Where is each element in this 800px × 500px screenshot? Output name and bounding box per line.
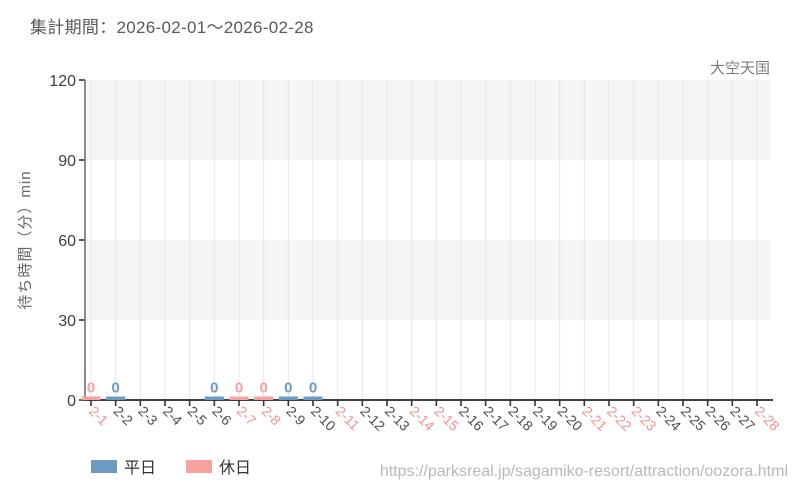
x-tick-label: 2-19 xyxy=(530,403,561,434)
holiday-legend-label: 休日 xyxy=(219,460,252,477)
plot-band xyxy=(85,80,770,160)
x-tick-label: 2-21 xyxy=(579,403,610,434)
y-tick-label: 60 xyxy=(58,233,76,250)
x-tick-label: 2-8 xyxy=(259,403,285,429)
bar-value-label: 0 xyxy=(284,380,292,397)
bar-value-label: 0 xyxy=(111,380,119,397)
bar-holiday xyxy=(229,396,249,400)
y-tick-label: 120 xyxy=(49,73,76,90)
holiday-legend-swatch xyxy=(186,459,213,473)
x-tick-label: 2-9 xyxy=(283,403,309,429)
x-tick-label: 2-2 xyxy=(111,403,137,429)
x-tick-label: 2-12 xyxy=(357,403,388,434)
x-tick-label: 2-18 xyxy=(505,403,536,434)
bar-value-label: 0 xyxy=(309,380,317,397)
x-tick-label: 2-11 xyxy=(333,403,364,434)
x-tick-label: 2-28 xyxy=(752,403,783,434)
plot-band xyxy=(85,160,770,240)
x-tick-label: 2-3 xyxy=(135,403,161,429)
x-tick-label: 2-17 xyxy=(481,403,512,434)
weekday-legend-swatch xyxy=(91,459,117,473)
y-tick-label: 0 xyxy=(67,393,76,410)
x-tick-label: 2-20 xyxy=(555,403,586,434)
x-tick-label: 2-6 xyxy=(209,403,235,429)
x-tick-label: 2-10 xyxy=(308,403,339,434)
bar-holiday xyxy=(254,396,274,400)
source-url[interactable]: https://parksreal.jp/sagamiko-resort/att… xyxy=(379,463,788,480)
bar-value-label: 0 xyxy=(259,380,267,397)
bar-value-label: 0 xyxy=(87,380,95,397)
x-tick-label: 2-16 xyxy=(456,403,487,434)
x-tick-label: 2-24 xyxy=(653,403,684,434)
y-tick-label: 90 xyxy=(58,153,76,170)
x-tick-label: 2-1 xyxy=(86,403,112,429)
x-tick-label: 2-14 xyxy=(407,403,438,434)
report-period-title: 集計期間：2026-02-01～2026-02-28 xyxy=(30,18,314,37)
plot-band xyxy=(85,240,770,320)
x-tick-label: 2-27 xyxy=(727,403,758,434)
x-tick-label: 2-23 xyxy=(629,403,660,434)
legend-item-holiday[interactable]: 休日 xyxy=(186,454,251,478)
weekday-legend-label: 平日 xyxy=(124,460,157,477)
legend-item-weekday[interactable]: 平日 xyxy=(91,454,156,478)
x-tick-label: 2-5 xyxy=(185,403,211,429)
x-tick-label: 2-4 xyxy=(160,403,186,429)
bar-weekday xyxy=(106,396,126,400)
attraction-name-label: 大空天国 xyxy=(709,60,770,77)
bar-weekday xyxy=(303,396,323,400)
bar-weekday xyxy=(204,396,224,400)
y-axis-title: 待ち時間（分）min xyxy=(17,170,34,309)
bar-holiday xyxy=(81,396,101,400)
x-tick-label: 2-7 xyxy=(234,403,260,429)
x-tick-label: 2-25 xyxy=(678,403,709,434)
bar-value-label: 0 xyxy=(210,380,218,397)
chart-legend: 平日 休日 xyxy=(91,454,251,478)
y-tick-label: 30 xyxy=(58,313,76,330)
x-tick-label: 2-15 xyxy=(431,403,462,434)
bar-value-label: 0 xyxy=(235,380,243,397)
plot-band xyxy=(85,320,770,400)
bar-weekday xyxy=(278,396,298,400)
x-tick-label: 2-26 xyxy=(703,403,734,434)
x-tick-label: 2-22 xyxy=(604,403,635,434)
x-tick-label: 2-13 xyxy=(382,403,413,434)
